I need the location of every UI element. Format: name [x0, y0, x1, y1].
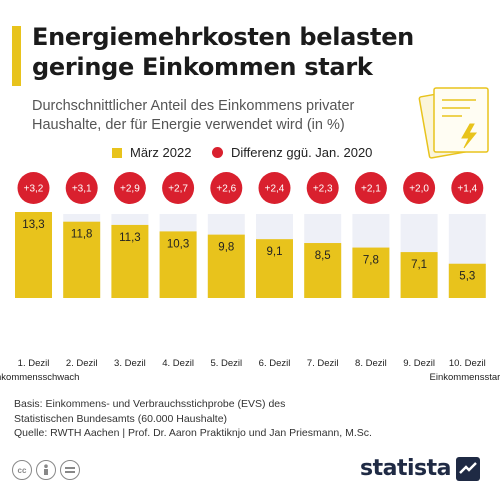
diff-dot-label: +2,4: [265, 184, 285, 195]
diff-dot-label: +2,1: [361, 184, 381, 195]
diff-dot-label: +1,4: [457, 184, 477, 195]
category-label: 10. Dezil: [449, 358, 486, 369]
title-line-1: Energiemehrkosten belasten: [32, 23, 414, 51]
no-derivatives-icon[interactable]: [60, 460, 80, 480]
source-line-1: Basis: Einkommens- und Verbrauchsstichpr…: [14, 398, 286, 410]
diff-dot-label: +2,3: [313, 184, 333, 195]
license-icons: cc: [12, 460, 84, 480]
legend-item-diff: Differenz ggü. Jan. 2020: [212, 145, 372, 160]
category-label: 5. Dezil: [210, 358, 242, 369]
bar-value-label: 5,3: [459, 271, 475, 283]
diff-dot-label: +2,7: [168, 184, 188, 195]
bar: [15, 212, 52, 298]
chart-subtitle: Durchschnittlicher Anteil des Einkommens…: [32, 97, 432, 135]
chart-title: Energiemehrkosten belasten geringe Einko…: [32, 22, 472, 82]
legend-swatch-diff: [212, 147, 223, 158]
diff-dot: [162, 172, 195, 204]
bar-value-label: 7,1: [411, 259, 427, 271]
title-line-2: geringe Einkommen stark: [32, 53, 373, 81]
category-label: 6. Dezil: [259, 358, 291, 369]
bar-value-label: 9,8: [218, 242, 234, 254]
legend-label-diff: Differenz ggü. Jan. 2020: [231, 145, 373, 160]
bar-value-label: 13,3: [22, 219, 44, 231]
brand-mark-icon: [455, 456, 480, 481]
diff-dot: [65, 172, 98, 204]
category-label: 7. Dezil: [307, 358, 339, 369]
source-line-2: Statistischen Bundesamts (60.000 Haushal…: [14, 412, 228, 425]
diff-dot: [210, 172, 243, 204]
bar: [304, 243, 342, 298]
diff-dot-label: +2,9: [120, 184, 140, 195]
category-label: 1. Dezil: [18, 358, 50, 369]
source-note: Basis: Einkommens- und Verbrauchsstichpr…: [14, 397, 484, 441]
cc-icon[interactable]: cc: [12, 460, 32, 480]
diff-dot: [258, 172, 291, 204]
category-sublabel: Einkommensschwach: [0, 372, 79, 383]
category-label: 4. Dezil: [162, 358, 194, 369]
diff-dot: [403, 172, 436, 204]
category-sublabel: Einkommensstark: [430, 372, 500, 383]
source-line-3: Quelle: RWTH Aachen | Prof. Dr. Aaron Pr…: [14, 427, 372, 439]
energy-bill-illustration: [418, 87, 489, 159]
bar: [448, 263, 486, 298]
bar: [63, 221, 101, 298]
bar: [352, 247, 390, 298]
diff-dot: [354, 172, 387, 204]
category-label: 8. Dezil: [355, 358, 387, 369]
subtitle-line-1: Durchschnittlicher Anteil des Einkommens…: [32, 98, 355, 114]
diff-dot: [306, 172, 339, 204]
brand-wordmark: statista: [360, 456, 451, 481]
statista-logo[interactable]: statista: [360, 456, 480, 481]
legend-item-bars: März 2022: [112, 145, 191, 160]
legend-label-bars: März 2022: [130, 145, 192, 160]
diff-dot-label: +2,6: [216, 184, 236, 195]
diff-dot-label: +3,1: [72, 184, 92, 195]
bar: [256, 239, 293, 298]
diff-dot-label: +3,2: [24, 184, 44, 195]
subtitle-line-2: Haushalte, der für Energie verwendet wir…: [32, 117, 345, 133]
bar: [111, 224, 149, 298]
bar-value-label: 11,3: [119, 232, 141, 244]
attribution-icon[interactable]: [36, 460, 56, 480]
bar-value-label: 8,5: [315, 250, 331, 262]
bar: [207, 234, 245, 298]
category-label: 9. Dezil: [403, 358, 435, 369]
category-label: 3. Dezil: [114, 358, 146, 369]
bar-chart: 13,3 +3,2 1. Dezil Einkommensschwach 11,8 +3,…: [0, 172, 500, 383]
diff-dot: [17, 172, 50, 204]
category-label: 2. Dezil: [66, 358, 98, 369]
bar-value-label: 10,3: [167, 238, 189, 250]
bar-value-label: 7,8: [363, 255, 379, 267]
title-accent-bar: [12, 26, 21, 86]
legend-swatch-bars: [112, 147, 122, 158]
bar: [400, 252, 438, 298]
diff-dot: [113, 172, 146, 204]
diff-dot-label: +2,0: [409, 184, 429, 195]
bar-value-label: 11,8: [71, 229, 93, 241]
bar-value-label: 9,1: [267, 246, 283, 258]
diff-dot: [451, 172, 484, 204]
bar: [159, 231, 197, 298]
chart-legend: März 2022 Differenz ggü. Jan. 2020: [0, 145, 500, 163]
